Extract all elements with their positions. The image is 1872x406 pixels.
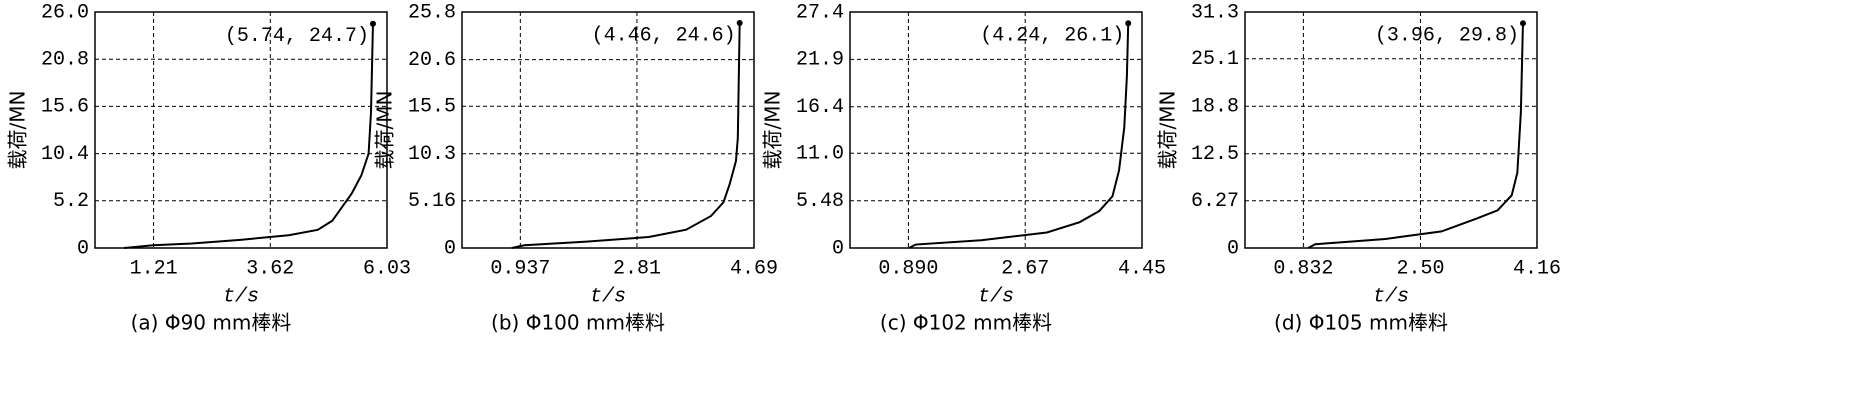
y-tick-label: 15.5	[408, 95, 456, 118]
peak-annotation: (4.46, 24.6)	[592, 24, 736, 47]
peak-point	[736, 19, 743, 26]
x-axis-label: t/s	[590, 285, 626, 308]
x-tick-label: 2.67	[1001, 257, 1049, 280]
plot-frame	[461, 11, 755, 249]
y-tick-label: 25.1	[1191, 48, 1239, 71]
caption: (d) Φ105 mm棒料	[1274, 311, 1448, 335]
peak-annotation: (5.74, 24.7)	[225, 25, 369, 48]
y-tick-label: 6.27	[1191, 190, 1239, 213]
y-axis-label: 载荷/MN	[1156, 91, 1180, 170]
y-tick-label: 26.0	[41, 1, 89, 24]
y-tick-label: 5.16	[408, 190, 456, 213]
y-tick-label: 0	[832, 237, 844, 260]
x-tick-label: 6.03	[363, 257, 411, 280]
y-tick-label: 25.8	[408, 1, 456, 24]
x-tick-label: 4.69	[730, 257, 778, 280]
plot-frame	[1244, 11, 1538, 249]
x-tick-label: 0.890	[878, 257, 938, 280]
peak-point	[369, 20, 376, 27]
y-tick-label: 12.5	[1191, 143, 1239, 166]
y-tick-label: 0	[77, 237, 89, 260]
y-tick-label: 10.4	[41, 143, 89, 166]
y-axis-label: 载荷/MN	[6, 91, 30, 170]
caption: (a) Φ90 mm棒料	[131, 311, 292, 335]
plot-frame	[849, 11, 1143, 249]
y-tick-label: 10.3	[408, 143, 456, 166]
x-tick-label: 2.81	[613, 257, 661, 280]
x-tick-label: 0.937	[490, 257, 550, 280]
y-tick-label: 5.2	[53, 190, 89, 213]
peak-annotation: (4.24, 26.1)	[980, 24, 1124, 47]
x-axis-label: t/s	[978, 285, 1014, 308]
y-tick-label: 27.4	[796, 1, 844, 24]
x-tick-label: 0.832	[1273, 257, 1333, 280]
y-tick-label: 20.8	[41, 48, 89, 71]
plot-frame	[94, 11, 388, 249]
x-tick-label: 1.21	[130, 257, 178, 280]
y-tick-label: 0	[444, 237, 456, 260]
y-tick-label: 21.9	[796, 49, 844, 72]
y-tick-label: 20.6	[408, 49, 456, 72]
x-axis-label: t/s	[223, 285, 259, 308]
y-tick-label: 16.4	[796, 96, 844, 119]
peak-point	[1519, 20, 1526, 27]
y-tick-label: 5.48	[796, 190, 844, 213]
y-axis-label: 载荷/MN	[373, 91, 397, 170]
y-tick-label: 31.3	[1191, 1, 1239, 24]
x-tick-label: 4.45	[1118, 257, 1166, 280]
caption: (b) Φ100 mm棒料	[491, 311, 665, 335]
caption: (c) Φ102 mm棒料	[880, 311, 1052, 335]
y-tick-label: 11.0	[796, 143, 844, 166]
x-tick-label: 4.16	[1513, 257, 1561, 280]
y-tick-label: 15.6	[41, 96, 89, 119]
peak-annotation: (3.96, 29.8)	[1375, 25, 1519, 48]
x-tick-label: 3.62	[246, 257, 294, 280]
peak-point	[1125, 20, 1132, 27]
y-tick-label: 18.8	[1191, 96, 1239, 119]
x-tick-label: 2.50	[1396, 257, 1444, 280]
y-tick-label: 0	[1227, 237, 1239, 260]
load-curve	[123, 23, 374, 249]
x-axis-label: t/s	[1373, 285, 1409, 308]
load-curve	[511, 22, 741, 249]
y-axis-label: 载荷/MN	[761, 91, 785, 170]
load-curve	[1307, 23, 1524, 249]
load-curve	[908, 23, 1130, 249]
